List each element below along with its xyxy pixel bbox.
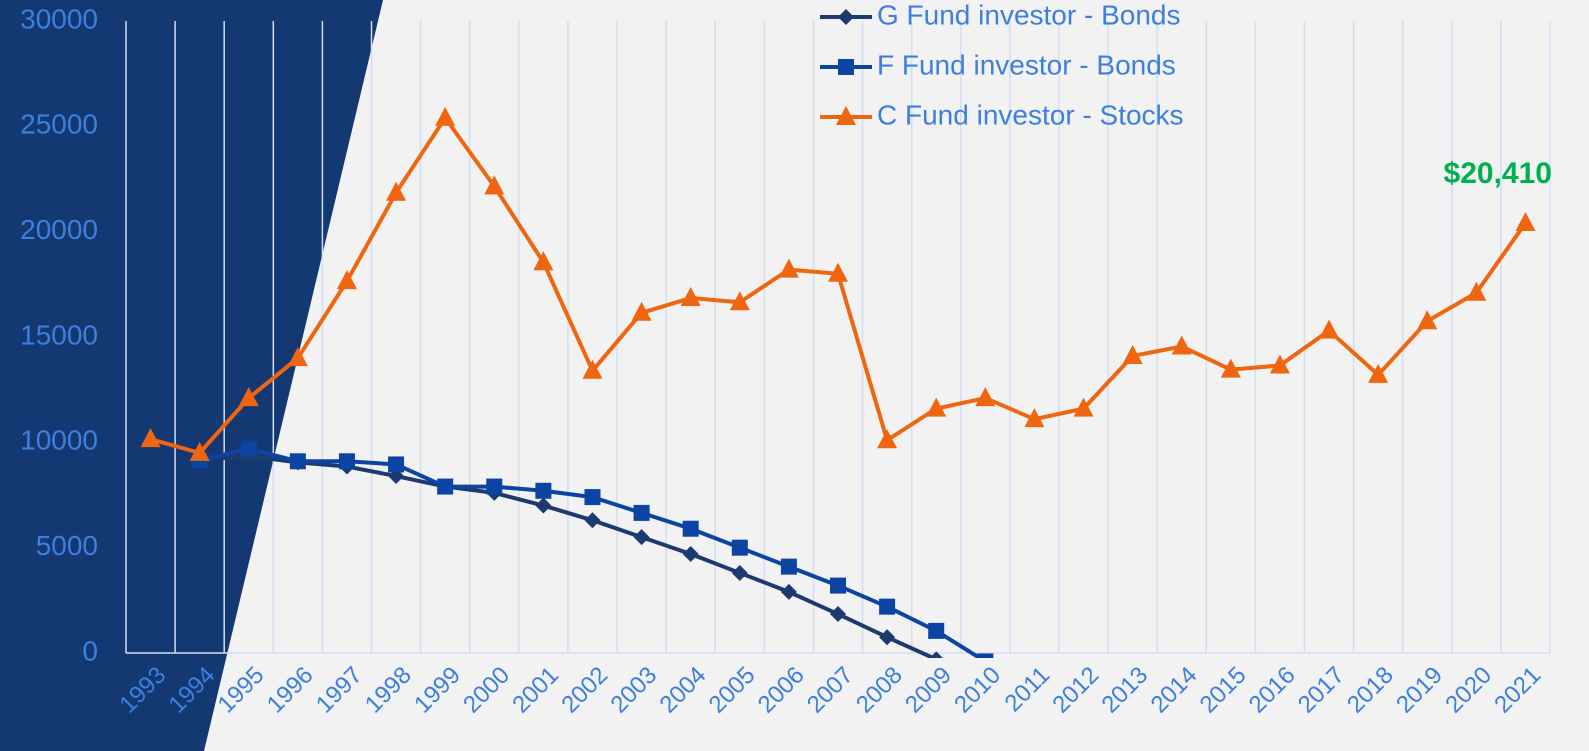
marker: [533, 251, 554, 271]
marker: [928, 622, 945, 639]
legend-label: G Fund investor - Bonds: [877, 0, 1180, 30]
annotation: $20,410: [1444, 157, 1552, 190]
marker: [1269, 354, 1290, 374]
marker: [189, 441, 210, 461]
marker: [535, 497, 552, 514]
marker: [631, 301, 652, 321]
marker: [435, 106, 456, 126]
marker: [780, 583, 797, 600]
marker: [1171, 335, 1192, 355]
marker: [1122, 344, 1143, 364]
legend-label: F Fund investor - Bonds: [877, 49, 1176, 80]
marker: [388, 456, 405, 473]
marker: [584, 512, 601, 529]
marker: [731, 564, 748, 581]
marker: [1417, 310, 1438, 330]
marker: [582, 359, 603, 379]
marker: [240, 440, 257, 457]
marker: [830, 606, 846, 623]
plot: [140, 106, 1536, 658]
marker: [780, 558, 797, 575]
marker: [1319, 319, 1340, 339]
marker: [336, 270, 357, 290]
marker: [140, 428, 161, 448]
marker: [1515, 212, 1536, 232]
marker: [975, 387, 996, 407]
y-tick-label: 25000: [20, 109, 98, 140]
marker: [977, 653, 994, 658]
decor-shape: [0, 0, 383, 751]
marker: [879, 598, 896, 615]
y-tick-label: 30000: [20, 3, 98, 34]
y-tick-label: 20000: [20, 214, 98, 245]
marker: [287, 347, 308, 367]
marker: [486, 478, 503, 495]
marker: [828, 262, 848, 282]
marker: [836, 106, 856, 125]
marker: [437, 478, 454, 495]
y-tick-label: 5000: [36, 530, 98, 561]
marker: [289, 453, 306, 470]
marker: [682, 545, 699, 562]
marker: [731, 539, 748, 556]
marker: [535, 482, 552, 499]
marker: [838, 59, 854, 75]
marker: [1024, 408, 1045, 428]
y-tick-label: 10000: [20, 425, 98, 456]
marker: [877, 429, 898, 449]
marker: [633, 504, 650, 521]
marker: [1220, 358, 1241, 378]
marker: [926, 397, 947, 417]
marker: [584, 489, 601, 506]
marker: [238, 387, 259, 407]
legend-label: C Fund investor - Stocks: [877, 99, 1184, 130]
y-tick-label: 0: [82, 635, 98, 666]
marker: [729, 291, 750, 311]
marker: [879, 629, 896, 646]
marker: [838, 9, 854, 25]
marker: [1368, 363, 1389, 383]
marker: [633, 529, 650, 546]
marker: [830, 577, 846, 594]
marker: [484, 175, 505, 195]
marker: [778, 258, 799, 278]
marker: [1073, 397, 1094, 417]
marker: [680, 287, 701, 307]
marker: [929, 651, 943, 658]
series-line: [199, 454, 938, 658]
marker: [1466, 281, 1487, 301]
marker: [386, 181, 407, 201]
marker: [338, 453, 355, 470]
y-tick-label: 15000: [20, 319, 98, 350]
marker: [682, 520, 699, 537]
